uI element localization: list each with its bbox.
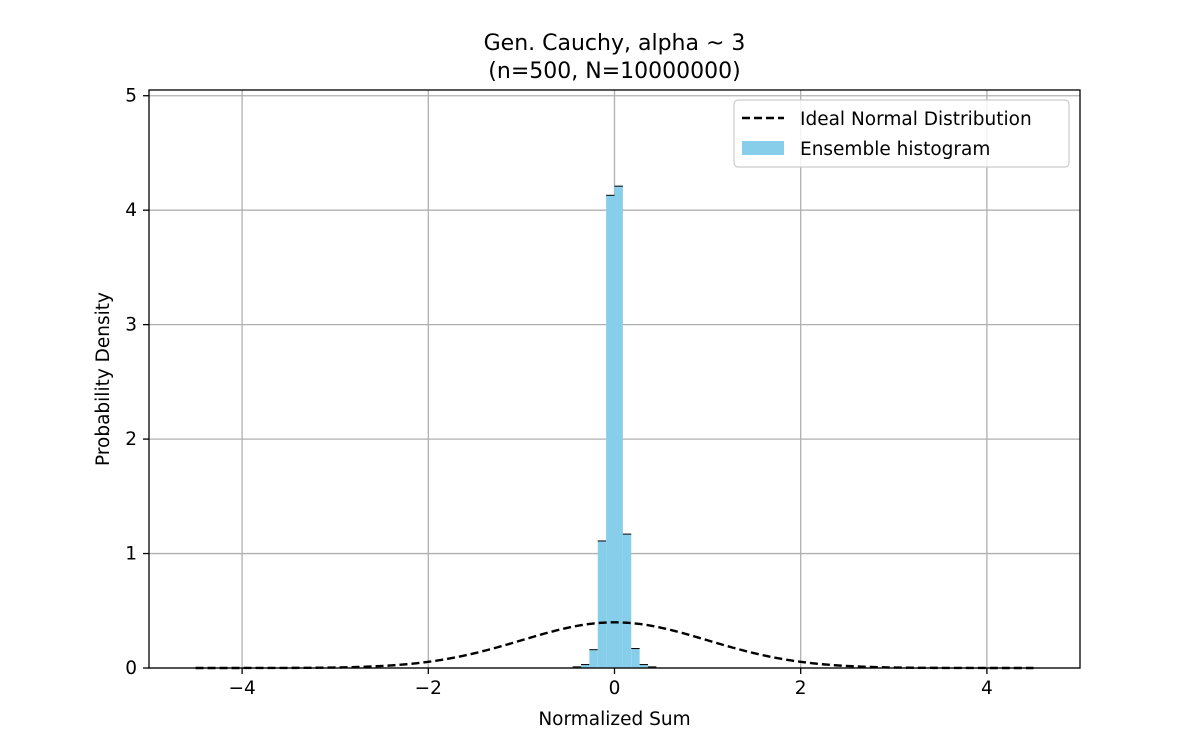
y-tick-label: 4 — [125, 200, 137, 221]
legend-box — [733, 99, 1070, 168]
histogram-bar — [580, 664, 590, 668]
x-axis-ticks: −4 −2 0 2 4 — [228, 668, 993, 699]
histogram-bar — [589, 649, 598, 668]
histogram-bar — [631, 648, 640, 668]
chart-subtitle: (n=500, N=10000000) — [488, 59, 740, 84]
legend-patch-swatch — [742, 141, 784, 155]
histogram-bar — [597, 540, 607, 668]
x-tick-label: 2 — [795, 678, 807, 699]
histogram-bar — [639, 664, 649, 668]
chart-title: Gen. Cauchy, alpha ~ 3 — [484, 31, 746, 56]
histogram-bar — [622, 534, 632, 668]
legend-label-normal: Ideal Normal Distribution — [800, 109, 1032, 130]
histogram-bar — [606, 195, 615, 668]
y-axis-ticks: 0 1 2 3 4 5 — [125, 86, 149, 679]
y-tick-label: 3 — [125, 315, 137, 336]
y-axis-label: Probability Density — [93, 292, 114, 466]
histogram-bar — [614, 186, 623, 668]
legend: Ideal Normal Distribution Ensemble histo… — [733, 99, 1070, 168]
x-tick-label: −2 — [415, 678, 442, 699]
y-tick-label: 0 — [125, 658, 137, 679]
y-tick-label: 1 — [125, 544, 137, 565]
legend-label-histogram: Ensemble histogram — [800, 139, 990, 160]
x-tick-label: 0 — [609, 678, 621, 699]
x-tick-label: 4 — [981, 678, 993, 699]
y-tick-label: 5 — [125, 86, 137, 107]
x-axis-label: Normalized Sum — [538, 709, 690, 730]
y-tick-label: 2 — [125, 429, 137, 450]
x-tick-label: −4 — [228, 678, 255, 699]
